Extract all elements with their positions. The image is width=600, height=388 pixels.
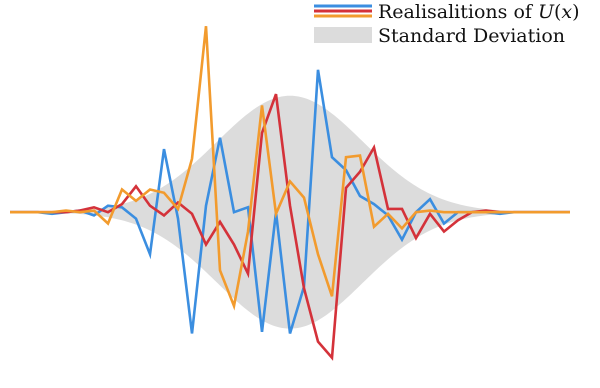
plot-area — [10, 26, 570, 361]
legend-label-realisations: Realisalitions of U(x) — [378, 1, 580, 23]
legend-entry-standard-deviation: Standard Deviation — [314, 25, 565, 47]
series-line-orange — [10, 26, 570, 311]
series-layer — [10, 26, 570, 361]
legend-entry-realisations: Realisalitions of U(x) — [314, 1, 580, 23]
legend-label-standard-deviation: Standard Deviation — [378, 25, 565, 47]
legend-swatch-band — [314, 27, 372, 43]
legend: Realisalitions of U(x) Standard Deviatio… — [314, 1, 580, 47]
